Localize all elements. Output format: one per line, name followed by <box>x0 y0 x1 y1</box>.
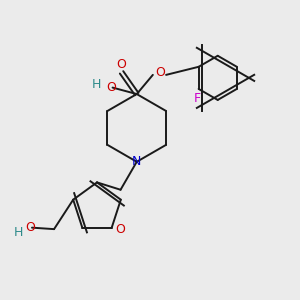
Text: H: H <box>92 78 101 91</box>
Text: O: O <box>106 81 116 94</box>
Text: N: N <box>132 155 141 168</box>
Text: O: O <box>155 66 165 79</box>
Text: O: O <box>117 58 127 70</box>
Text: F: F <box>194 92 201 105</box>
Text: O: O <box>115 223 125 236</box>
Text: H: H <box>14 226 23 239</box>
Text: O: O <box>26 220 35 234</box>
